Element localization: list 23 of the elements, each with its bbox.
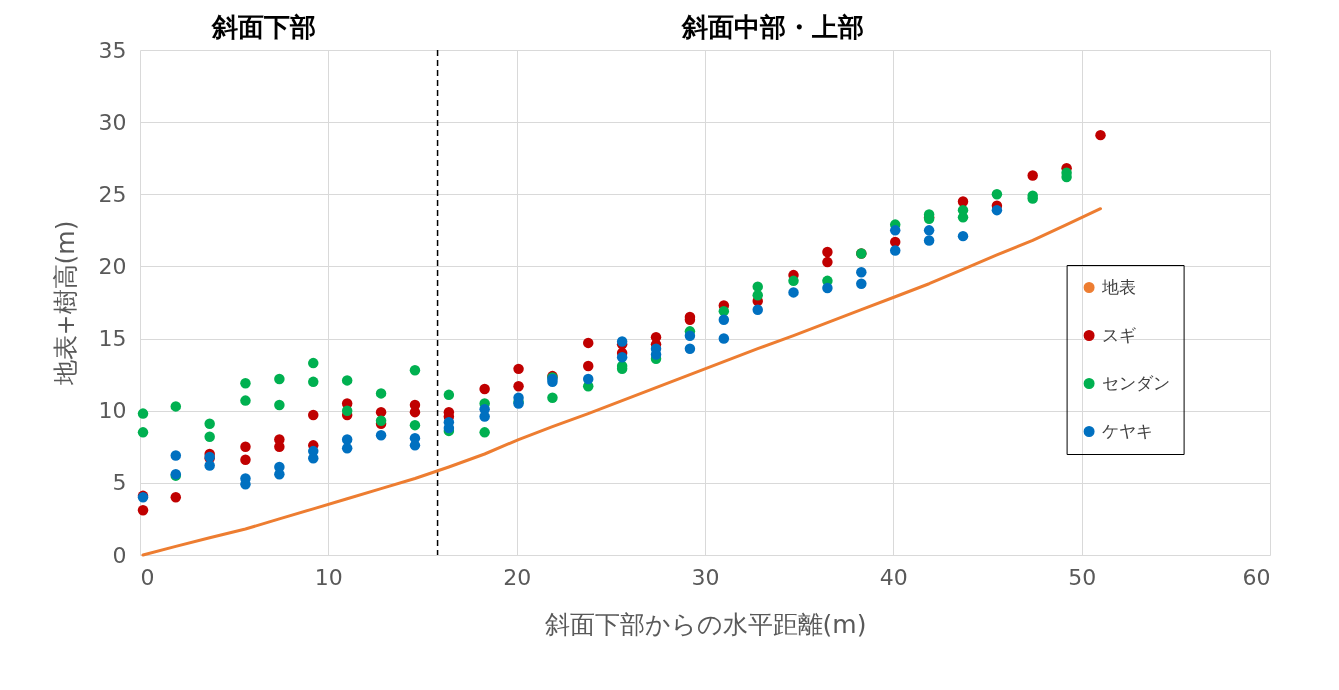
x-axis-title: 斜面下部からの水平距離(m) xyxy=(544,609,867,639)
y-tick-label: 30 xyxy=(98,109,127,135)
x-tick-label: 40 xyxy=(879,564,908,590)
x-tick-label: 0 xyxy=(140,564,155,590)
y-tick-label: 0 xyxy=(112,542,127,568)
y-tick-label: 35 xyxy=(98,37,127,63)
text: 斜面下部 xyxy=(211,12,317,42)
y-axis-title: 地表+樹高(m) xyxy=(50,220,80,387)
x-tick-label: 10 xyxy=(314,564,343,590)
x-tick-label: 20 xyxy=(503,564,532,590)
x-tick-label: 60 xyxy=(1242,564,1271,590)
x-tick-label: 50 xyxy=(1068,564,1097,590)
legend-label: ケヤキ xyxy=(1101,420,1153,441)
text: 斜面中部・上部 xyxy=(680,12,864,42)
y-tick-label: 5 xyxy=(112,470,127,496)
y-tick-label: 20 xyxy=(98,253,127,279)
y-tick-label: 15 xyxy=(98,326,127,352)
legend-label: センダン xyxy=(1101,372,1170,393)
y-tick-label: 25 xyxy=(98,181,127,207)
legend-label: 地表 xyxy=(1100,276,1136,297)
y-tick-label: 10 xyxy=(98,398,127,424)
legend-label: スギ xyxy=(1101,324,1136,345)
x-tick-label: 30 xyxy=(691,564,720,590)
